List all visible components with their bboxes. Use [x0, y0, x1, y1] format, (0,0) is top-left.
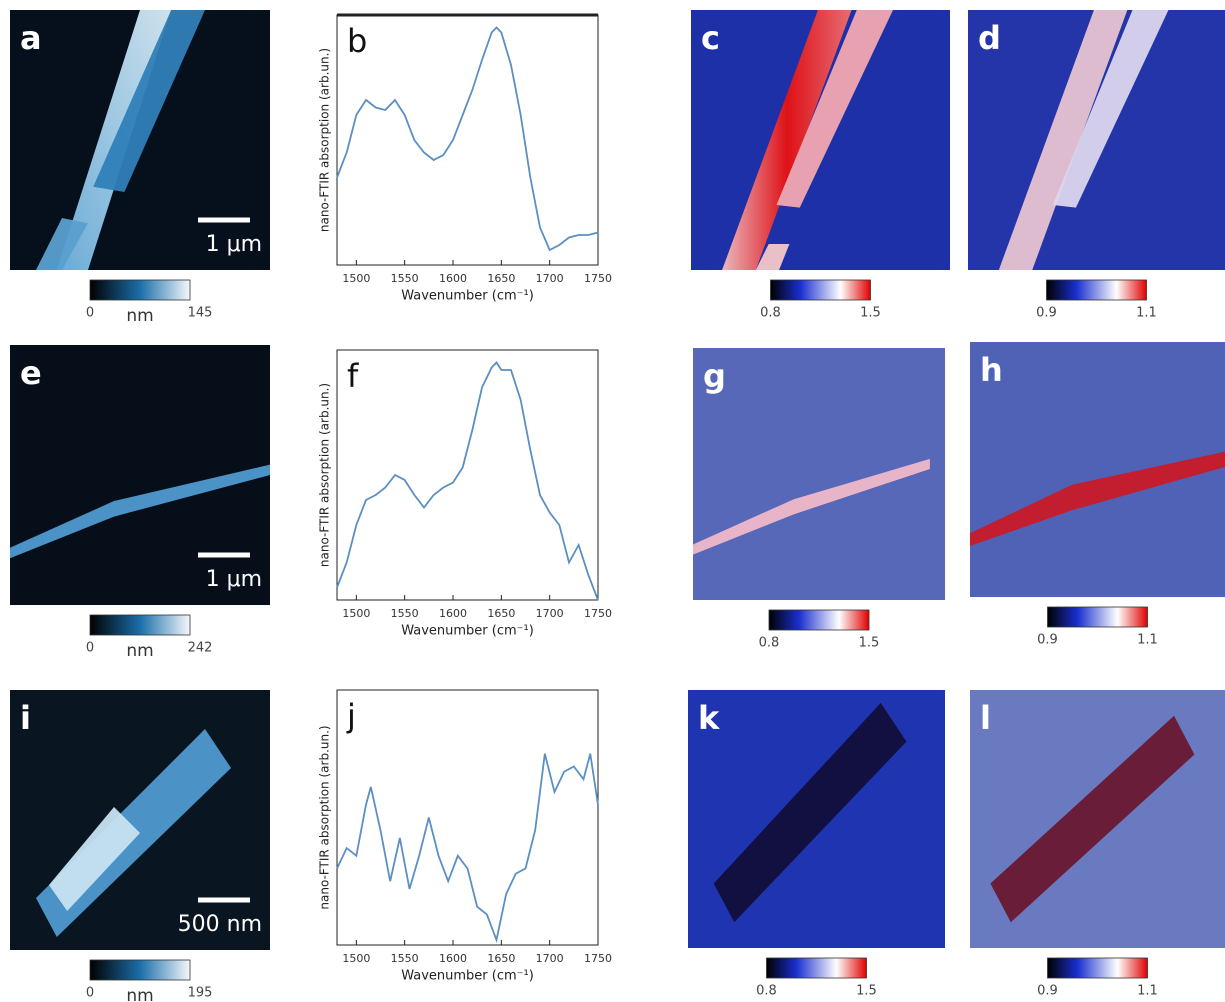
- colorbar: [90, 280, 190, 300]
- colorbar-min: 0: [86, 986, 94, 1001]
- colorbar: [767, 958, 867, 978]
- x-tick-label: 1500: [342, 272, 370, 285]
- y-axis-label: nano-FTIR absorption (arb.un.): [318, 725, 332, 909]
- colorbar: [769, 610, 869, 630]
- colorbar-min: 0.9: [1036, 306, 1057, 321]
- image-panel: l: [970, 690, 1225, 948]
- image-panel: d: [968, 10, 1225, 270]
- colorbar-max: 195: [188, 986, 213, 1001]
- colorbar: [1047, 280, 1147, 300]
- panel-label: f: [347, 357, 359, 395]
- panel-label: l: [980, 699, 991, 737]
- x-tick-label: 1600: [439, 272, 467, 285]
- y-axis-label: nano-FTIR absorption (arb.un.): [318, 48, 332, 232]
- x-tick-label: 1650: [487, 272, 515, 285]
- colorbar-min: 0: [86, 641, 94, 656]
- x-tick-label: 1550: [391, 952, 419, 965]
- x-axis-label: Wavenumber (cm⁻¹): [401, 969, 534, 984]
- panel-label: d: [978, 19, 1001, 57]
- y-axis-label: nano-FTIR absorption (arb.un.): [318, 383, 332, 567]
- colorbar-max: 1.5: [859, 636, 880, 651]
- image-panel: h: [970, 342, 1225, 597]
- colorbar: [1048, 958, 1148, 978]
- panel-label: j: [346, 697, 356, 735]
- scale-bar-label: 1 μm: [206, 232, 262, 257]
- image-panel: e 1 μm: [10, 345, 270, 605]
- x-tick-label: 1700: [536, 607, 564, 620]
- colorbar-unit: nm: [126, 986, 153, 1002]
- colorbar-max: 1.5: [860, 306, 881, 321]
- panel-label: i: [20, 699, 31, 737]
- colorbar-max: 145: [188, 306, 213, 321]
- colorbar-max: 1.5: [856, 984, 877, 999]
- colorbar-min: 0.9: [1037, 633, 1058, 648]
- x-tick-label: 1550: [391, 272, 419, 285]
- colorbar-min: 0: [86, 306, 94, 321]
- colorbar: [771, 280, 871, 300]
- image-panel: a 1 μm: [10, 10, 270, 270]
- x-tick-label: 1750: [584, 607, 612, 620]
- colorbar-unit: nm: [126, 641, 153, 661]
- figure: a 1 μm 0 145 nm c 0.8 1.5 d 0.9 1.1 e 1 μm 0 242 nm g 0.8…: [0, 0, 1225, 1002]
- colorbar-max: 242: [188, 641, 213, 656]
- x-tick-label: 1600: [439, 952, 467, 965]
- colorbar-max: 1.1: [1137, 984, 1158, 999]
- panel-label: e: [20, 354, 42, 392]
- image-panel: g: [693, 348, 945, 600]
- colorbar-min: 0.8: [759, 636, 780, 651]
- x-tick-label: 1750: [584, 272, 612, 285]
- x-tick-label: 1700: [536, 952, 564, 965]
- colorbar-min: 0.8: [756, 984, 777, 999]
- panel-label: a: [20, 19, 42, 57]
- panel-label: k: [698, 699, 720, 737]
- image-panel: c: [691, 10, 950, 270]
- scale-bar-label: 500 nm: [178, 912, 262, 937]
- colorbar: [90, 615, 190, 635]
- colorbar-unit: nm: [126, 306, 153, 326]
- x-tick-label: 1650: [487, 952, 515, 965]
- image-panel: k: [688, 690, 945, 948]
- colorbar-min: 0.9: [1037, 984, 1058, 999]
- x-tick-label: 1700: [536, 272, 564, 285]
- colorbar: [1048, 607, 1148, 627]
- colorbar: [90, 960, 190, 980]
- x-tick-label: 1550: [391, 607, 419, 620]
- x-tick-label: 1500: [342, 607, 370, 620]
- x-tick-label: 1650: [487, 607, 515, 620]
- panel-label: g: [703, 357, 726, 395]
- x-axis-label: Wavenumber (cm⁻¹): [401, 289, 534, 304]
- colorbar-min: 0.8: [760, 306, 781, 321]
- colorbar-max: 1.1: [1137, 633, 1158, 648]
- x-tick-label: 1750: [584, 952, 612, 965]
- panel-label: c: [701, 19, 720, 57]
- panel-label: h: [980, 351, 1003, 389]
- x-tick-label: 1500: [342, 952, 370, 965]
- x-tick-label: 1600: [439, 607, 467, 620]
- x-axis-label: Wavenumber (cm⁻¹): [401, 624, 534, 639]
- image-panel: i 500 nm: [10, 690, 270, 950]
- scale-bar-label: 1 μm: [206, 567, 262, 592]
- panel-label: b: [347, 22, 367, 60]
- colorbar-max: 1.1: [1136, 306, 1157, 321]
